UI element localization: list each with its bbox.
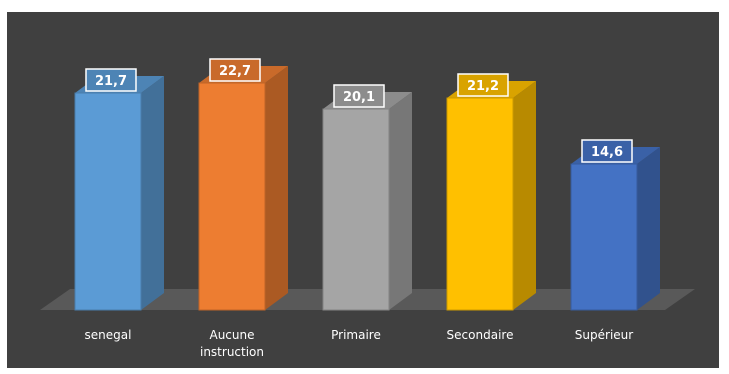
category-label-3: Primaire — [331, 328, 381, 342]
data-label-text: 14,6 — [591, 145, 623, 160]
bar-front — [570, 163, 638, 311]
data-label-3: 20,1 — [333, 84, 385, 108]
data-labels-group: 21,7 22,7 20,1 21,2 14,6 — [85, 58, 633, 163]
bar-front — [74, 92, 142, 311]
data-label-box — [85, 68, 137, 92]
bar-front — [322, 108, 390, 311]
data-label-box — [581, 139, 633, 163]
data-label-box — [333, 84, 385, 108]
category-label-5: Supérieur — [575, 328, 633, 342]
data-label-1: 21,7 — [85, 68, 137, 92]
bar-front — [198, 82, 266, 311]
bar-5 — [570, 147, 660, 311]
data-label-5: 14,6 — [581, 139, 633, 163]
category-label-2: Aucune instruction — [200, 328, 264, 359]
bar-side — [637, 147, 660, 310]
bar-side — [265, 66, 288, 310]
category-label-4: Secondaire — [447, 328, 514, 342]
data-label-4: 21,2 — [457, 73, 509, 97]
category-labels-group: senegal Aucune instruction Primaire Secondai… — [85, 328, 634, 359]
bar-2 — [198, 66, 288, 311]
data-label-box — [209, 58, 261, 82]
data-label-2: 22,7 — [209, 58, 261, 82]
data-label-text: 22,7 — [219, 64, 251, 79]
bar-1 — [74, 76, 164, 311]
data-label-box — [457, 73, 509, 97]
data-label-text: 20,1 — [343, 90, 375, 105]
category-label-1: senegal — [85, 328, 132, 342]
bar-side — [513, 81, 536, 310]
bar-4 — [446, 81, 536, 311]
bar-front — [446, 97, 514, 311]
bar-side — [389, 92, 412, 310]
data-label-text: 21,2 — [467, 79, 499, 94]
bar-3 — [322, 92, 412, 311]
bar-side — [141, 76, 164, 310]
data-label-text: 21,7 — [95, 74, 127, 89]
